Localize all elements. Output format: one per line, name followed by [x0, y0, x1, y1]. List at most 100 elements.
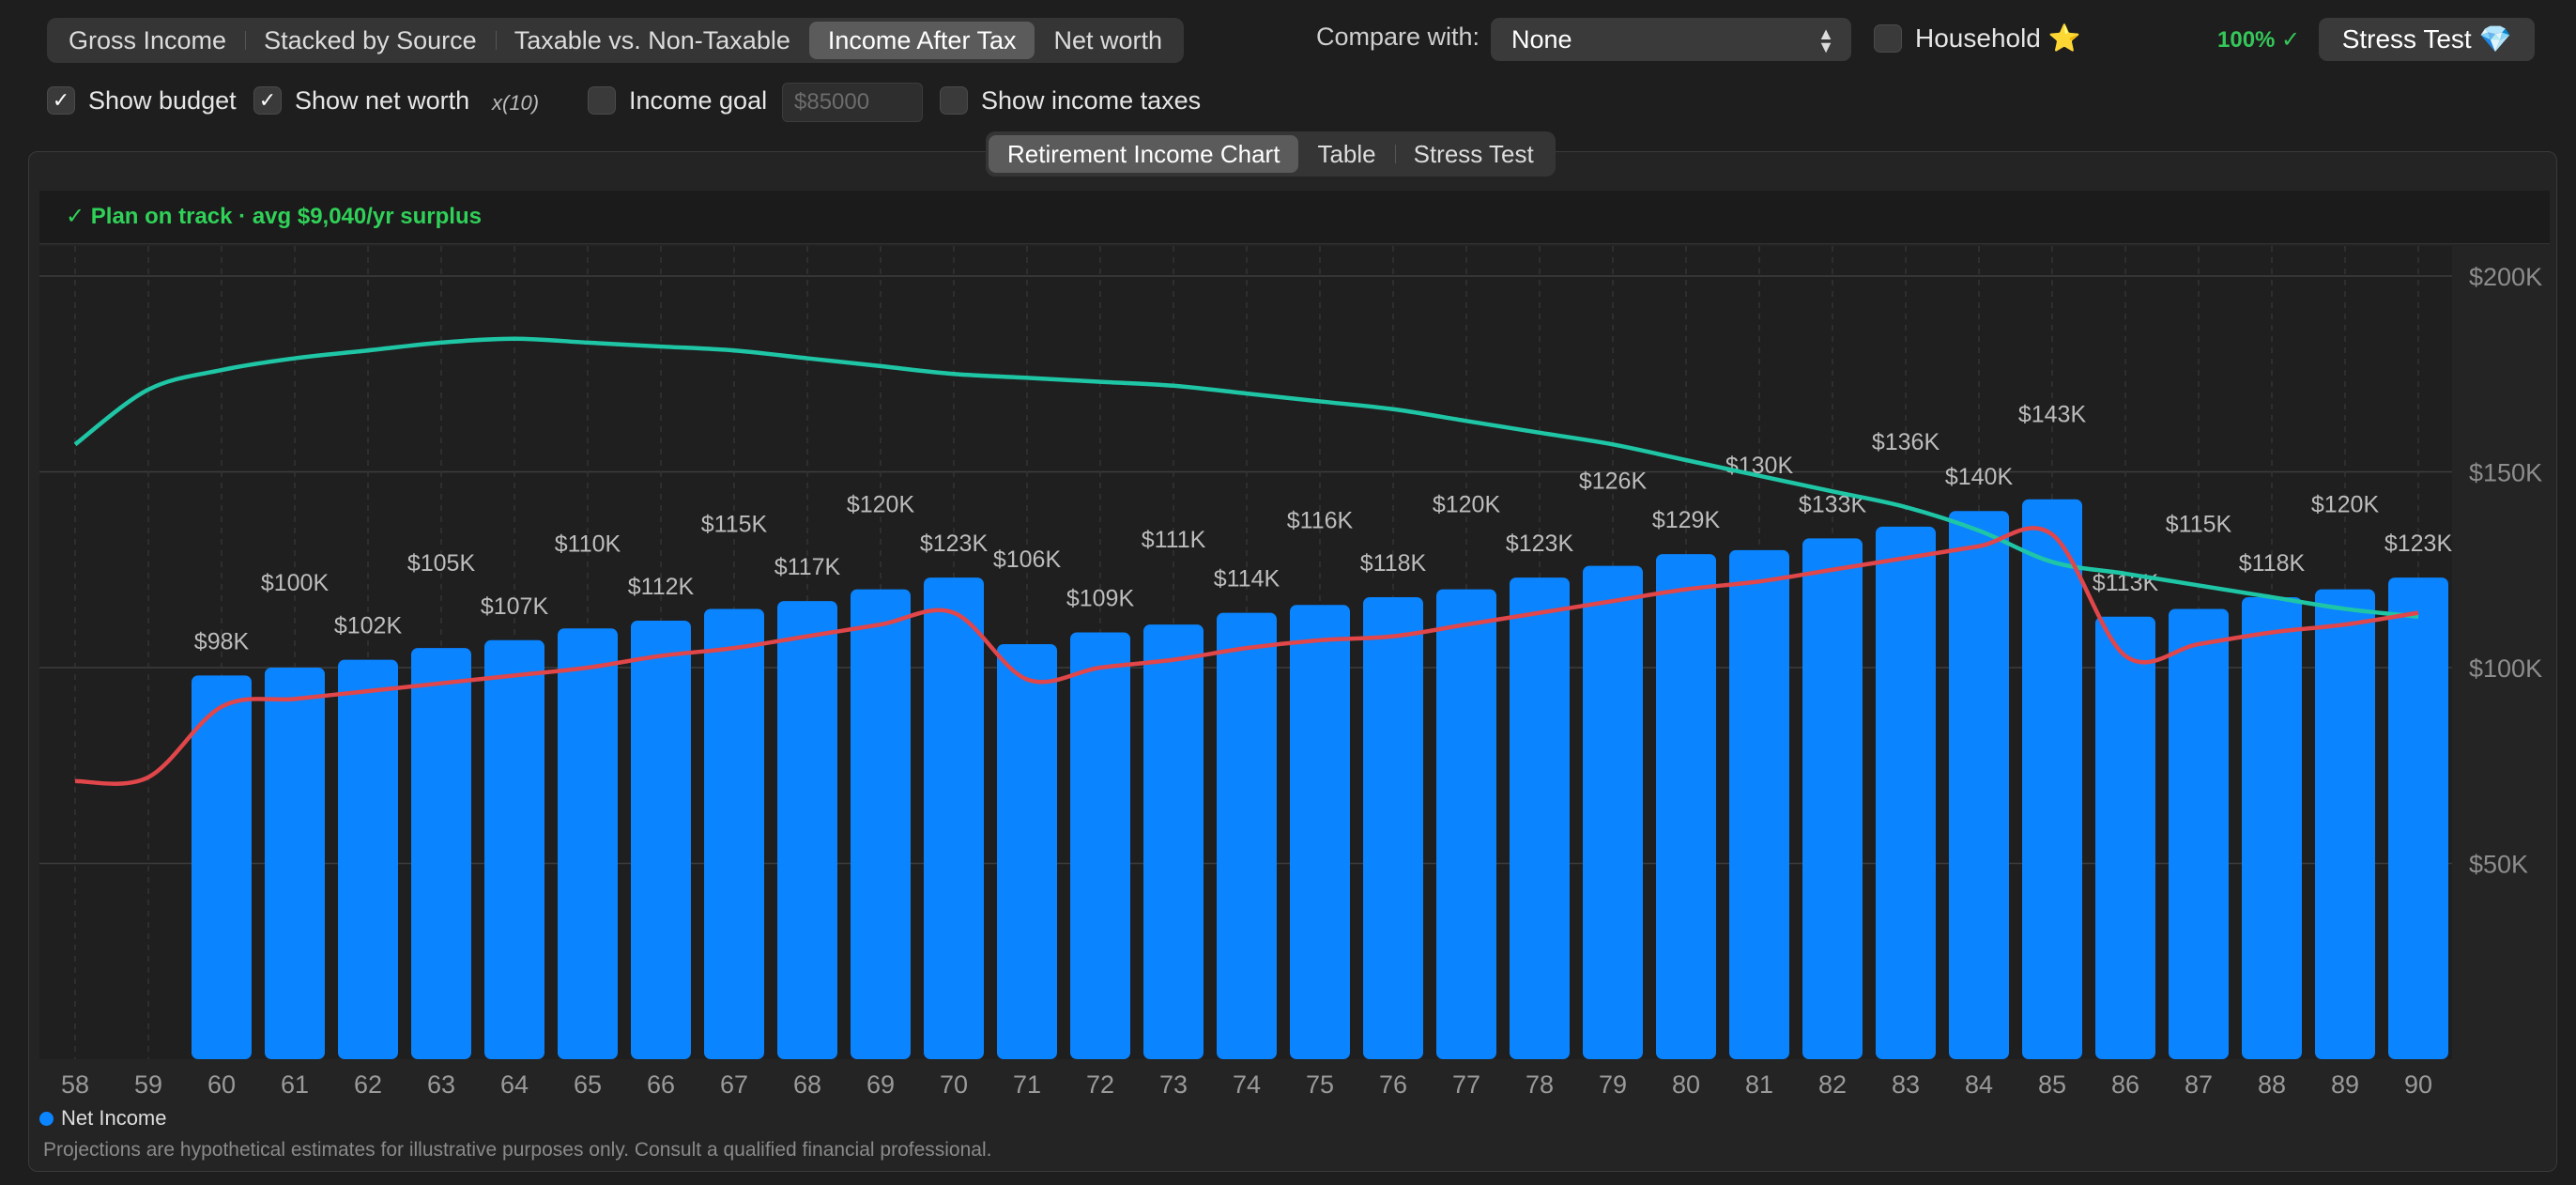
bar-value-label: $98K: [194, 628, 250, 654]
income-goal-label: Income goal: [629, 86, 768, 115]
bar-value-label: $123K: [1506, 531, 1574, 557]
x-tick-label: 65: [574, 1070, 602, 1099]
x-tick-label: 78: [1526, 1070, 1554, 1099]
income-goal-option[interactable]: Income goal: [588, 85, 768, 115]
stress-test-score: 100% ✓: [2217, 27, 2301, 53]
bar-value-label: $120K: [847, 492, 915, 518]
show-income-taxes-label: Show income taxes: [981, 86, 1202, 115]
chart-tabs: Retirement Income Chart Table Stress Test: [986, 131, 1556, 177]
tab-stacked-by-source[interactable]: Stacked by Source: [245, 22, 496, 59]
legend-swatch: [39, 1112, 54, 1126]
tab-taxable-vs-non-taxable[interactable]: Taxable vs. Non-Taxable: [495, 22, 809, 59]
star-icon: ⭐: [2047, 23, 2081, 53]
legend-label: Net Income: [61, 1106, 167, 1130]
bar-value-label: $117K: [774, 554, 841, 580]
bar-value-label: $114K: [1214, 566, 1280, 592]
bar-value-label: $102K: [334, 613, 403, 639]
x-tick-label: 71: [1013, 1070, 1041, 1099]
chart-legend: Net Income: [39, 1106, 167, 1131]
x-tick-label: 68: [793, 1070, 821, 1099]
income-bar: [1217, 612, 1277, 1059]
bar-value-label: $120K: [2311, 492, 2380, 518]
household-toggle[interactable]: Household ⭐: [1874, 23, 2081, 54]
compare-select[interactable]: None ▲ ▼: [1491, 18, 1851, 61]
bar-value-label: $110K: [555, 531, 621, 557]
chart-tab-stress-test[interactable]: Stress Test: [1394, 135, 1553, 173]
income-bar: [1363, 596, 1423, 1059]
show-budget-label: Show budget: [88, 86, 237, 115]
stress-test-button[interactable]: Stress Test 💎: [2319, 18, 2535, 61]
x-tick-label: 88: [2258, 1070, 2286, 1099]
view-segmented-control: Gross Income Stacked by Source Taxable vs.…: [47, 18, 1185, 63]
budget-line: [74, 526, 2419, 786]
x-tick-label: 89: [2331, 1070, 2359, 1099]
x-tick-label: 74: [1233, 1070, 1261, 1099]
x-tick-label: 90: [2404, 1070, 2432, 1099]
show-budget-checkbox[interactable]: ✓: [47, 85, 75, 115]
income-bar: [1876, 526, 1936, 1059]
show-budget-option[interactable]: ✓ Show budget: [47, 85, 237, 115]
disclaimer-footnote: Projections are hypothetical estimates f…: [43, 1139, 992, 1161]
income-bar: [192, 675, 252, 1059]
bar-value-label: $105K: [407, 550, 476, 577]
bar-value-label: $120K: [1433, 492, 1501, 518]
income-bar: [265, 668, 325, 1059]
bar-value-label: $112K: [628, 574, 695, 600]
tab-income-after-tax[interactable]: Income After Tax: [808, 22, 1035, 59]
x-tick-label: 67: [720, 1070, 748, 1099]
bar-value-label: $115K: [2166, 511, 2232, 537]
household-label: Household: [1915, 23, 2041, 53]
show-net-worth-option[interactable]: ✓ Show net worth: [253, 85, 469, 115]
chart-tab-retirement-income-chart[interactable]: Retirement Income Chart: [989, 135, 1299, 173]
income-bar: [1656, 554, 1716, 1059]
compare-select-value: None: [1511, 25, 1572, 54]
chart-segmented-control: Retirement Income Chart Table Stress Test: [986, 131, 1556, 177]
y-tick-label: $150K: [2469, 459, 2542, 487]
income-bar: [484, 639, 544, 1059]
bar-value-label: $118K: [2239, 550, 2306, 577]
x-tick-label: 80: [1672, 1070, 1700, 1099]
income-goal-checkbox[interactable]: [588, 85, 616, 115]
bar-value-label: $143K: [2018, 402, 2087, 428]
income-bar: [2022, 499, 2082, 1059]
income-bar: [558, 628, 618, 1059]
income-goal-input[interactable]: $85000: [782, 83, 923, 122]
income-bar: [997, 643, 1057, 1059]
x-tick-label: 77: [1452, 1070, 1480, 1099]
x-tick-label: 72: [1086, 1070, 1114, 1099]
income-bar: [2169, 608, 2229, 1059]
y-tick-label: $100K: [2469, 654, 2542, 683]
household-checkbox[interactable]: [1874, 23, 1902, 53]
show-income-taxes-option[interactable]: Show income taxes: [940, 85, 1202, 115]
income-bar: [704, 608, 764, 1059]
bar-value-label: $111K: [1142, 527, 1206, 553]
income-bar: [1510, 577, 1570, 1059]
bar-value-label: $123K: [2384, 531, 2453, 557]
x-tick-label: 60: [207, 1070, 236, 1099]
show-income-taxes-checkbox[interactable]: [940, 85, 968, 115]
tab-net-worth[interactable]: Net worth: [1053, 26, 1163, 54]
compare-label: Compare with:: [1316, 23, 1480, 51]
tab-gross-income[interactable]: Gross Income: [69, 26, 227, 54]
show-net-worth-checkbox[interactable]: ✓: [253, 85, 282, 115]
x-tick-label: 70: [940, 1070, 968, 1099]
bar-value-label: $116K: [1287, 507, 1354, 533]
plan-status-bar: ✓ Plan on track · avg $9,040/yr surplus: [39, 191, 2550, 244]
x-tick-label: 76: [1379, 1070, 1407, 1099]
income-bar: [1729, 549, 1789, 1059]
income-bar: [338, 659, 398, 1059]
x-tick-label: 85: [2038, 1070, 2066, 1099]
chart-tab-table[interactable]: Table: [1317, 140, 1376, 168]
income-bar: [1802, 538, 1863, 1059]
bar-value-label: $129K: [1652, 507, 1721, 533]
plan-status-text: ✓ Plan on track · avg $9,040/yr surplus: [66, 204, 482, 229]
x-tick-label: 79: [1599, 1070, 1627, 1099]
view-tabs: Gross Income Stacked by Source Taxable vs.…: [47, 18, 1185, 63]
income-bar: [777, 601, 837, 1059]
x-tick-label: 62: [354, 1070, 382, 1099]
x-tick-label: 73: [1159, 1070, 1188, 1099]
income-bar: [2095, 616, 2155, 1059]
income-bar: [2242, 596, 2302, 1059]
x-tick-label: 61: [281, 1070, 309, 1099]
income-bar: [2388, 577, 2448, 1059]
